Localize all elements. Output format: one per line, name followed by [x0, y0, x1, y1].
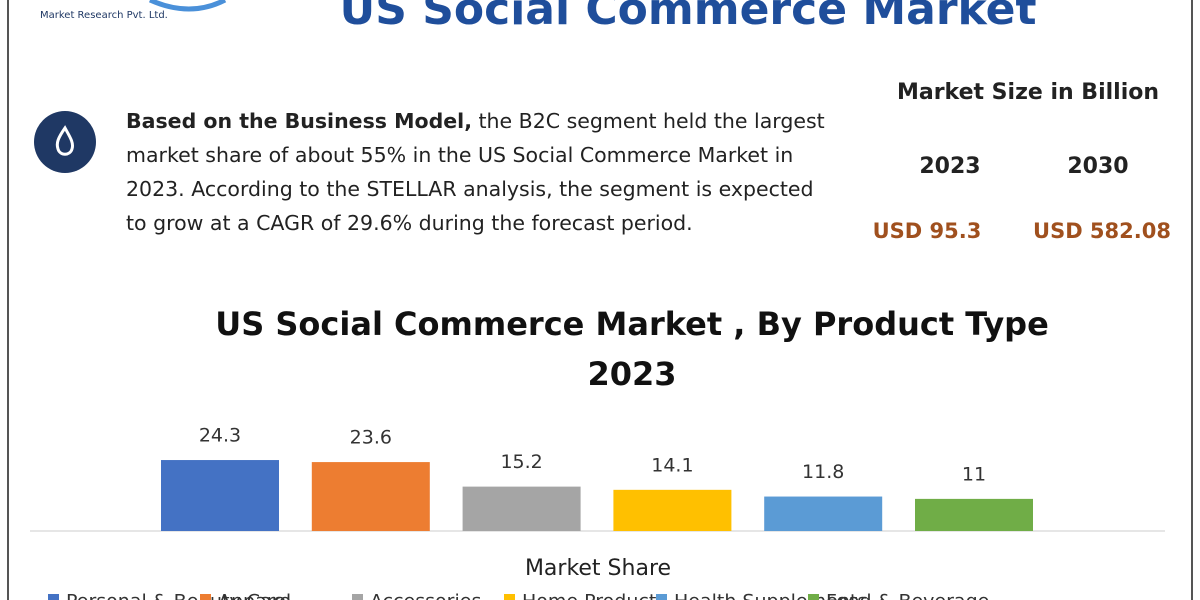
bar: [764, 496, 883, 531]
chart-title: US Social Commerce Market , By Product T…: [215, 305, 1049, 343]
logo-swoosh: [148, 0, 227, 12]
logo-text: Market Research Pvt. Ltd.: [40, 10, 168, 21]
summary: Based on the Business Model, the B2C seg…: [126, 104, 826, 240]
legend-label: Home Products: [522, 591, 666, 600]
legend-label: Accessories: [370, 591, 481, 600]
page-title: US Social Commerce Market: [339, 0, 1036, 35]
data-label: 24.3: [199, 425, 241, 447]
legend-label: Apparel: [218, 591, 291, 600]
data-label: 23.6: [350, 427, 392, 449]
x-axis-label: Market Share: [525, 556, 671, 581]
data-label: 15.2: [500, 451, 542, 473]
data-label: 11: [962, 463, 986, 485]
legend-label: Health Supplements: [674, 591, 867, 600]
legend-swatch: [48, 594, 59, 600]
legend-swatch: [352, 594, 363, 600]
bar: [311, 462, 430, 531]
chart-subtitle: 2023: [587, 355, 676, 393]
year: 2030: [1067, 154, 1128, 179]
bar: [161, 460, 279, 531]
bar: [613, 489, 732, 531]
summary-lead: Based on the Business Model,: [126, 109, 472, 133]
year: 2023: [919, 154, 980, 179]
bar: [915, 498, 1033, 531]
legend-swatch: [200, 594, 211, 600]
bar: [462, 486, 581, 531]
data-label: 14.1: [651, 454, 693, 476]
legend-swatch: [808, 594, 819, 600]
legend-swatch: [504, 594, 515, 600]
legend-label: Food & Beverage: [826, 591, 989, 600]
market-size-title: Market Size in Billion: [897, 80, 1159, 105]
market-value: USD 95.3: [873, 219, 982, 243]
icon: [34, 111, 96, 173]
icon-flame: [55, 125, 74, 156]
summary-body: the B2C segment held the largest market …: [126, 109, 825, 235]
data-label: 11.8: [802, 461, 844, 483]
legend-swatch: [656, 594, 667, 600]
legend-label: Personal & Beauty Care: [66, 591, 291, 600]
market-value: USD 582.08: [1033, 219, 1171, 243]
